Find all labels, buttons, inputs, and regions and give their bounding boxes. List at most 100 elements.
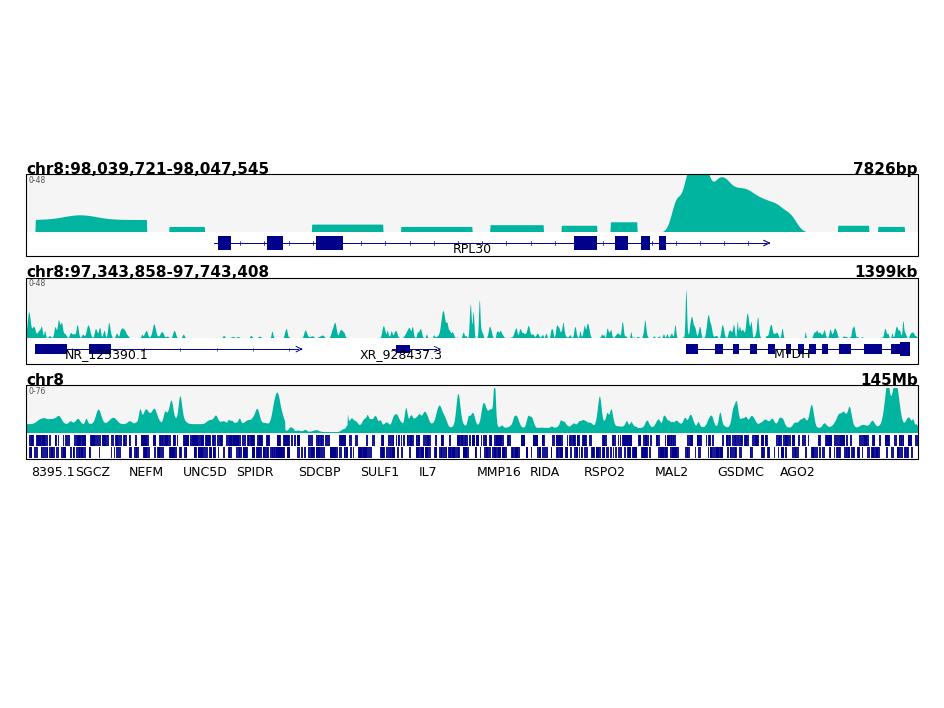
Bar: [172, 447, 175, 457]
Bar: [465, 447, 467, 457]
Bar: [739, 447, 742, 457]
Bar: [606, 447, 609, 457]
Bar: [667, 435, 670, 445]
Bar: [853, 447, 855, 457]
Bar: [190, 435, 192, 445]
Bar: [212, 447, 214, 457]
Bar: [839, 435, 840, 445]
Bar: [158, 447, 160, 457]
Bar: [346, 447, 347, 457]
Bar: [452, 447, 456, 457]
Bar: [512, 447, 513, 457]
Bar: [712, 435, 714, 445]
Bar: [77, 447, 80, 457]
Bar: [767, 447, 769, 457]
Bar: [662, 447, 665, 457]
Bar: [837, 447, 838, 457]
Bar: [894, 435, 897, 445]
Bar: [91, 435, 93, 445]
Bar: [340, 447, 343, 457]
Bar: [706, 435, 707, 445]
Bar: [197, 435, 200, 445]
Bar: [733, 344, 739, 354]
Bar: [169, 447, 171, 457]
Bar: [435, 435, 437, 445]
Bar: [389, 447, 391, 457]
Bar: [410, 435, 413, 445]
Bar: [274, 447, 277, 457]
Bar: [243, 447, 244, 457]
Bar: [193, 435, 194, 445]
Bar: [619, 447, 620, 457]
Bar: [92, 435, 94, 445]
Bar: [734, 435, 737, 445]
Bar: [252, 447, 255, 457]
Bar: [240, 447, 242, 457]
Bar: [388, 435, 391, 445]
Bar: [871, 447, 874, 457]
Bar: [716, 447, 719, 457]
Bar: [597, 447, 598, 457]
Bar: [186, 435, 188, 445]
Bar: [593, 447, 595, 457]
Bar: [70, 447, 72, 457]
Bar: [632, 447, 635, 457]
Bar: [381, 447, 383, 457]
Bar: [194, 435, 195, 445]
Bar: [542, 435, 545, 445]
Bar: [161, 435, 164, 445]
Bar: [362, 447, 365, 457]
Bar: [446, 447, 447, 457]
Bar: [888, 435, 889, 445]
Bar: [481, 435, 482, 445]
Text: UNC5D: UNC5D: [182, 466, 228, 479]
Bar: [425, 435, 429, 445]
Bar: [449, 447, 451, 457]
Bar: [287, 447, 289, 457]
Bar: [456, 447, 459, 457]
Bar: [116, 447, 120, 457]
Bar: [727, 447, 730, 457]
Bar: [77, 435, 80, 445]
Bar: [582, 435, 585, 445]
Bar: [667, 435, 669, 445]
Bar: [441, 435, 444, 445]
Bar: [283, 435, 286, 445]
Bar: [218, 236, 231, 250]
Bar: [128, 435, 130, 445]
Bar: [315, 447, 318, 457]
Text: SDCBP: SDCBP: [298, 466, 341, 479]
Bar: [846, 435, 848, 445]
Bar: [534, 435, 536, 445]
Bar: [134, 447, 135, 457]
Bar: [785, 447, 787, 457]
Bar: [417, 435, 419, 445]
Bar: [254, 447, 255, 457]
Bar: [671, 435, 674, 445]
Text: 8395.1: 8395.1: [31, 466, 75, 479]
Bar: [539, 447, 541, 457]
Bar: [154, 447, 156, 457]
Bar: [890, 447, 894, 457]
Bar: [708, 435, 712, 445]
Bar: [205, 435, 208, 445]
Bar: [426, 447, 428, 457]
Bar: [74, 435, 76, 445]
Bar: [135, 435, 137, 445]
Bar: [710, 447, 713, 457]
Bar: [503, 447, 507, 457]
Bar: [730, 447, 732, 457]
Bar: [206, 435, 207, 445]
Bar: [55, 435, 57, 445]
Bar: [186, 447, 188, 457]
Bar: [515, 447, 518, 457]
Bar: [145, 447, 148, 457]
Bar: [560, 447, 563, 457]
Bar: [784, 435, 786, 445]
Bar: [317, 447, 319, 457]
Bar: [497, 435, 498, 445]
Bar: [418, 435, 419, 445]
Bar: [697, 435, 700, 445]
Bar: [843, 435, 845, 445]
Bar: [533, 435, 536, 445]
